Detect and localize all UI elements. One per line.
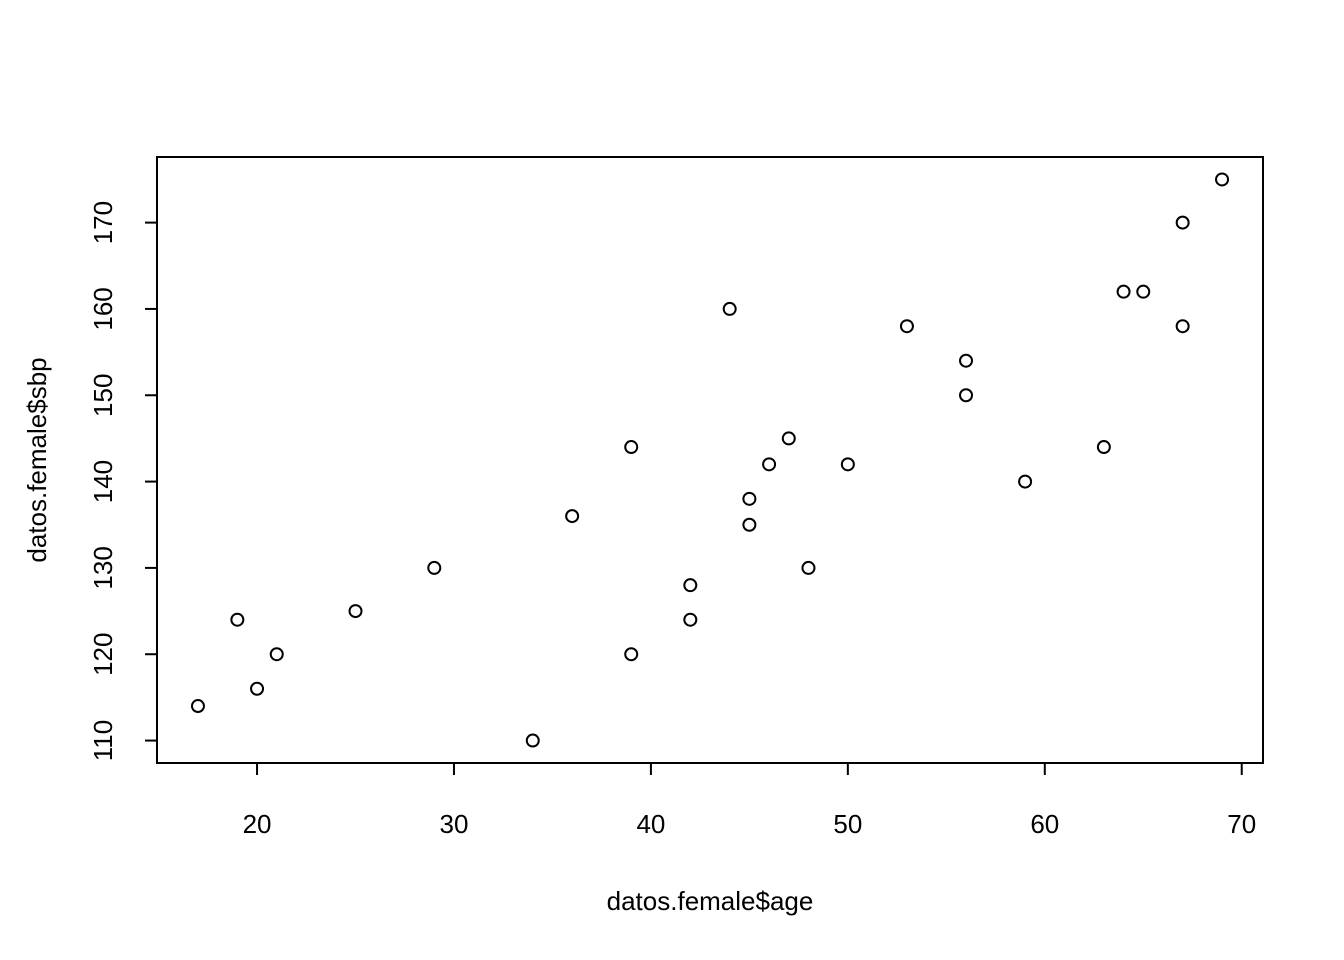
point <box>190 699 205 714</box>
point <box>525 733 540 748</box>
point <box>801 560 816 575</box>
x-tick-label: 70 <box>1227 809 1256 839</box>
point <box>269 647 284 662</box>
point <box>722 301 737 316</box>
point <box>348 604 363 619</box>
point <box>1116 284 1131 299</box>
point <box>624 440 639 455</box>
y-tick-label: 130 <box>88 546 118 589</box>
y-tick-label: 150 <box>88 374 118 417</box>
x-tick-label: 60 <box>1030 809 1059 839</box>
point <box>1136 284 1151 299</box>
point <box>1175 319 1190 334</box>
point <box>427 560 442 575</box>
point <box>840 457 855 472</box>
point <box>624 647 639 662</box>
point <box>1175 215 1190 230</box>
y-tick-label: 120 <box>88 633 118 676</box>
x-tick-label: 40 <box>636 809 665 839</box>
point <box>959 353 974 368</box>
x-tick-label: 50 <box>833 809 862 839</box>
point <box>781 431 796 446</box>
point <box>959 388 974 403</box>
x-tick-label: 20 <box>243 809 272 839</box>
x-tick-label: 30 <box>440 809 469 839</box>
y-axis-label: datos.female$sbp <box>22 357 52 562</box>
point <box>1096 440 1111 455</box>
y-tick-label: 170 <box>88 201 118 244</box>
point <box>683 578 698 593</box>
point <box>683 612 698 627</box>
y-tick-label: 110 <box>88 720 118 761</box>
plot-box <box>156 156 1264 764</box>
y-tick-label: 160 <box>88 287 118 330</box>
x-axis-label: datos.female$age <box>607 886 814 916</box>
y-tick-label: 140 <box>88 460 118 503</box>
point <box>1215 172 1230 187</box>
point <box>762 457 777 472</box>
point <box>565 509 580 524</box>
point <box>250 681 265 696</box>
point <box>899 319 914 334</box>
point <box>742 517 757 532</box>
point <box>1018 474 1033 489</box>
point <box>742 491 757 506</box>
point <box>230 612 245 627</box>
